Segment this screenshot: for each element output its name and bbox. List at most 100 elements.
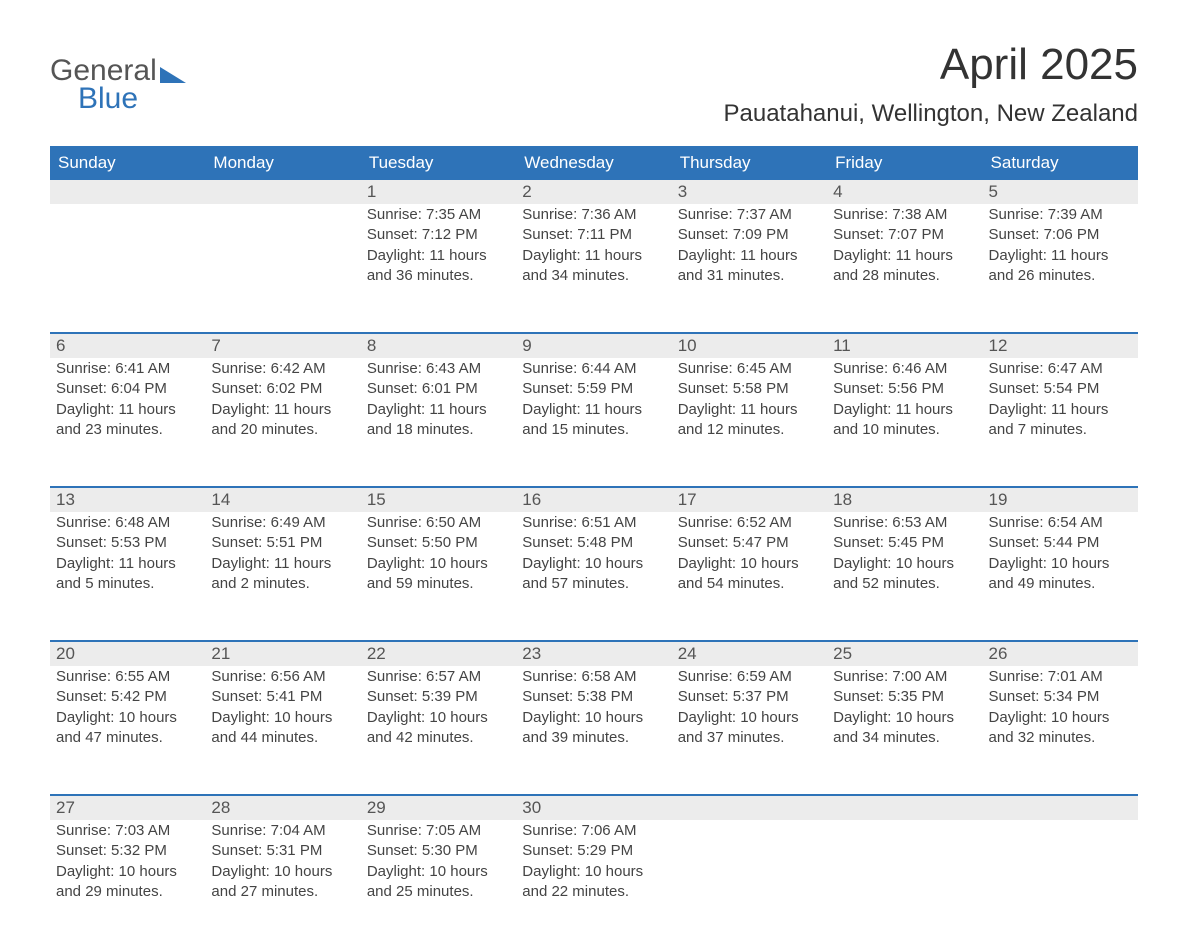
day-cell: Sunrise: 7:05 AMSunset: 5:30 PMDaylight:… [361, 820, 516, 948]
daylight-text: Daylight: 11 hours and 5 minutes. [56, 554, 199, 595]
daylight-text: Daylight: 10 hours and 44 minutes. [211, 708, 354, 749]
daylight-text: Daylight: 10 hours and 32 minutes. [989, 708, 1132, 749]
week-row: 12345Sunrise: 7:35 AMSunset: 7:12 PMDayl… [50, 180, 1138, 332]
weekday-header: Saturday [983, 146, 1138, 180]
day-number: 22 [361, 642, 516, 666]
sunrise-text: Sunrise: 6:48 AM [56, 513, 199, 533]
day-number: 8 [361, 334, 516, 358]
day-number: 10 [672, 334, 827, 358]
sunset-text: Sunset: 7:11 PM [522, 225, 665, 245]
day-cell: Sunrise: 7:01 AMSunset: 5:34 PMDaylight:… [983, 666, 1138, 794]
day-cell: Sunrise: 6:58 AMSunset: 5:38 PMDaylight:… [516, 666, 671, 794]
sunrise-text: Sunrise: 6:58 AM [522, 667, 665, 687]
day-cell [205, 204, 360, 332]
sunrise-text: Sunrise: 7:06 AM [522, 821, 665, 841]
day-cell: Sunrise: 6:48 AMSunset: 5:53 PMDaylight:… [50, 512, 205, 640]
day-cell: Sunrise: 7:39 AMSunset: 7:06 PMDaylight:… [983, 204, 1138, 332]
daylight-text: Daylight: 10 hours and 27 minutes. [211, 862, 354, 903]
daylight-text: Daylight: 11 hours and 20 minutes. [211, 400, 354, 441]
daylight-text: Daylight: 11 hours and 15 minutes. [522, 400, 665, 441]
sunrise-text: Sunrise: 6:51 AM [522, 513, 665, 533]
sunset-text: Sunset: 5:30 PM [367, 841, 510, 861]
day-number: 5 [983, 180, 1138, 204]
daylight-text: Daylight: 10 hours and 25 minutes. [367, 862, 510, 903]
sunrise-text: Sunrise: 7:03 AM [56, 821, 199, 841]
day-number: 1 [361, 180, 516, 204]
daylight-text: Daylight: 11 hours and 12 minutes. [678, 400, 821, 441]
weekday-header: Friday [827, 146, 982, 180]
sunrise-text: Sunrise: 6:55 AM [56, 667, 199, 687]
day-number: 3 [672, 180, 827, 204]
daylight-text: Daylight: 11 hours and 2 minutes. [211, 554, 354, 595]
daylight-text: Daylight: 11 hours and 36 minutes. [367, 246, 510, 287]
sunrise-text: Sunrise: 6:46 AM [833, 359, 976, 379]
sunrise-text: Sunrise: 7:36 AM [522, 205, 665, 225]
day-number: 4 [827, 180, 982, 204]
sunrise-text: Sunrise: 7:00 AM [833, 667, 976, 687]
day-number: 26 [983, 642, 1138, 666]
weekday-header: Thursday [672, 146, 827, 180]
day-number: 28 [205, 796, 360, 820]
sunset-text: Sunset: 5:45 PM [833, 533, 976, 553]
day-number: 15 [361, 488, 516, 512]
day-number [827, 796, 982, 820]
daylight-text: Daylight: 10 hours and 59 minutes. [367, 554, 510, 595]
day-cell: Sunrise: 7:35 AMSunset: 7:12 PMDaylight:… [361, 204, 516, 332]
weekday-header-row: Sunday Monday Tuesday Wednesday Thursday… [50, 146, 1138, 180]
day-cell: Sunrise: 6:56 AMSunset: 5:41 PMDaylight:… [205, 666, 360, 794]
sunset-text: Sunset: 7:09 PM [678, 225, 821, 245]
day-number: 23 [516, 642, 671, 666]
calendar: Sunday Monday Tuesday Wednesday Thursday… [50, 146, 1138, 948]
daylight-text: Daylight: 10 hours and 49 minutes. [989, 554, 1132, 595]
sunset-text: Sunset: 5:29 PM [522, 841, 665, 861]
day-cell [672, 820, 827, 948]
day-cell: Sunrise: 6:54 AMSunset: 5:44 PMDaylight:… [983, 512, 1138, 640]
day-cell: Sunrise: 6:59 AMSunset: 5:37 PMDaylight:… [672, 666, 827, 794]
sunrise-text: Sunrise: 7:39 AM [989, 205, 1132, 225]
page-header: General Blue April 2025 Pauatahanui, Wel… [50, 40, 1138, 142]
sunset-text: Sunset: 6:04 PM [56, 379, 199, 399]
daylight-text: Daylight: 11 hours and 23 minutes. [56, 400, 199, 441]
day-cell [983, 820, 1138, 948]
day-cell: Sunrise: 6:50 AMSunset: 5:50 PMDaylight:… [361, 512, 516, 640]
sunset-text: Sunset: 5:44 PM [989, 533, 1132, 553]
sunset-text: Sunset: 7:06 PM [989, 225, 1132, 245]
day-number [205, 180, 360, 204]
sunset-text: Sunset: 7:07 PM [833, 225, 976, 245]
sunrise-text: Sunrise: 6:57 AM [367, 667, 510, 687]
logo-flag-icon [160, 67, 186, 83]
day-number: 16 [516, 488, 671, 512]
day-number: 29 [361, 796, 516, 820]
week-row: 27282930Sunrise: 7:03 AMSunset: 5:32 PMD… [50, 794, 1138, 948]
week-row: 13141516171819Sunrise: 6:48 AMSunset: 5:… [50, 486, 1138, 640]
weekday-header: Wednesday [516, 146, 671, 180]
sunset-text: Sunset: 5:53 PM [56, 533, 199, 553]
sunrise-text: Sunrise: 6:56 AM [211, 667, 354, 687]
weekday-header: Monday [205, 146, 360, 180]
day-number: 21 [205, 642, 360, 666]
sunset-text: Sunset: 5:32 PM [56, 841, 199, 861]
daylight-text: Daylight: 10 hours and 57 minutes. [522, 554, 665, 595]
sunset-text: Sunset: 5:54 PM [989, 379, 1132, 399]
sunrise-text: Sunrise: 7:35 AM [367, 205, 510, 225]
sunset-text: Sunset: 5:58 PM [678, 379, 821, 399]
daylight-text: Daylight: 10 hours and 39 minutes. [522, 708, 665, 749]
day-cell: Sunrise: 6:52 AMSunset: 5:47 PMDaylight:… [672, 512, 827, 640]
sunrise-text: Sunrise: 6:49 AM [211, 513, 354, 533]
daylight-text: Daylight: 11 hours and 34 minutes. [522, 246, 665, 287]
day-number: 20 [50, 642, 205, 666]
sunset-text: Sunset: 5:50 PM [367, 533, 510, 553]
sunset-text: Sunset: 7:12 PM [367, 225, 510, 245]
day-cell: Sunrise: 6:41 AMSunset: 6:04 PMDaylight:… [50, 358, 205, 486]
sunrise-text: Sunrise: 7:05 AM [367, 821, 510, 841]
logo-text-2: Blue [78, 82, 186, 116]
sunrise-text: Sunrise: 7:04 AM [211, 821, 354, 841]
day-cell: Sunrise: 6:55 AMSunset: 5:42 PMDaylight:… [50, 666, 205, 794]
day-number: 30 [516, 796, 671, 820]
sunrise-text: Sunrise: 6:59 AM [678, 667, 821, 687]
sunrise-text: Sunrise: 6:44 AM [522, 359, 665, 379]
day-cell: Sunrise: 6:42 AMSunset: 6:02 PMDaylight:… [205, 358, 360, 486]
day-cell: Sunrise: 7:38 AMSunset: 7:07 PMDaylight:… [827, 204, 982, 332]
day-cell: Sunrise: 7:36 AMSunset: 7:11 PMDaylight:… [516, 204, 671, 332]
daylight-text: Daylight: 10 hours and 34 minutes. [833, 708, 976, 749]
